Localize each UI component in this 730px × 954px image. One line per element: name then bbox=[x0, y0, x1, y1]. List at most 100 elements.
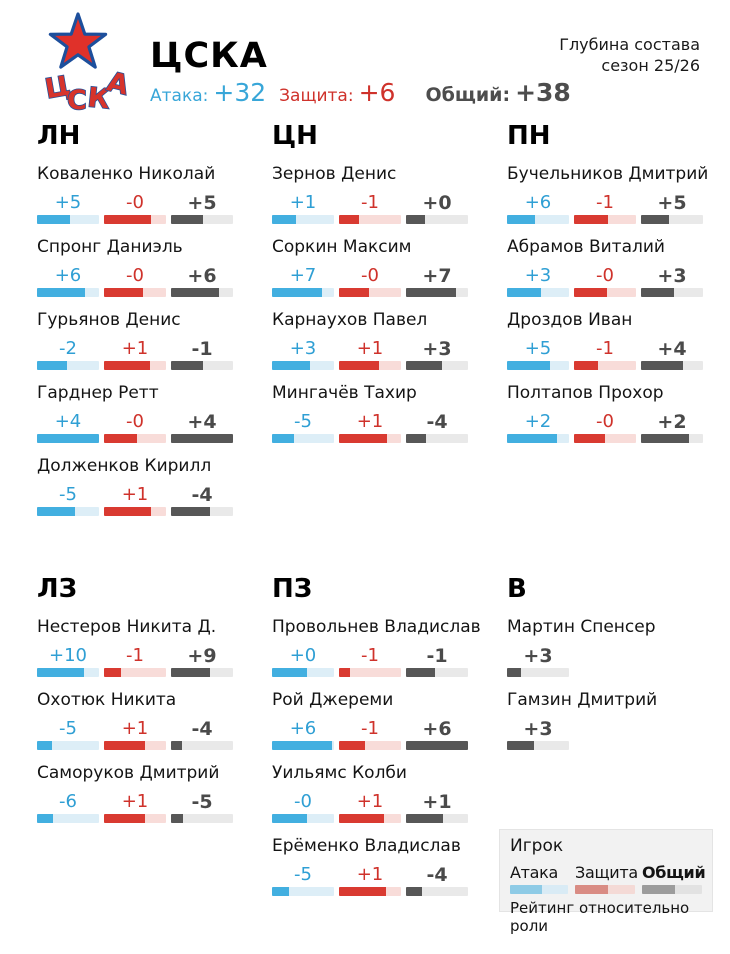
rating-bar bbox=[507, 361, 569, 370]
player-name: Мартин Спенсер bbox=[507, 617, 656, 637]
player-card: Гарднер Ретт +4 -0 +4 bbox=[37, 383, 272, 443]
player-name: Бучельников Дмитрий bbox=[507, 164, 709, 184]
player-ratings: +6 -1 +5 bbox=[507, 191, 730, 224]
player-name: Коваленко Николай bbox=[37, 164, 216, 184]
rating-value: +2 bbox=[524, 411, 552, 432]
rating-bar bbox=[104, 434, 166, 443]
rating-bar bbox=[104, 507, 166, 516]
rating-value: +4 bbox=[54, 411, 82, 432]
rating-value: -1 bbox=[596, 338, 614, 359]
rating-bar bbox=[37, 215, 99, 224]
player-ratings: -0 +1 +1 bbox=[272, 790, 507, 823]
player-name: Гарднер Ретт bbox=[37, 383, 159, 403]
rating-defense: -0 bbox=[104, 264, 166, 297]
player-name: Мингачёв Тахир bbox=[272, 383, 417, 403]
rating-attack: +6 bbox=[507, 191, 569, 224]
position-header: ЛН bbox=[37, 121, 81, 151]
player-ratings: -2 +1 -1 bbox=[37, 337, 272, 370]
rating-bar-fill bbox=[171, 814, 184, 823]
rating-bar bbox=[37, 288, 99, 297]
rating-defense: +1 bbox=[339, 790, 401, 823]
rating-value: +1 bbox=[121, 484, 149, 505]
rating-bar-fill bbox=[104, 361, 150, 370]
rating-value: -5 bbox=[294, 864, 312, 885]
rating-value: +6 bbox=[289, 718, 317, 739]
player-ratings: -5 +1 -4 bbox=[272, 863, 507, 896]
rating-bar-fill bbox=[37, 814, 54, 823]
rating-value: +6 bbox=[187, 265, 217, 287]
player-name: Дроздов Иван bbox=[507, 310, 633, 330]
rating-value: +1 bbox=[422, 791, 452, 813]
rating-defense: +1 bbox=[339, 410, 401, 443]
rating-overall: +9 bbox=[171, 644, 233, 677]
position-column-ПЗ: ПЗ Провольнев Владислав +0 -1 -1 Рой Джереми +… bbox=[272, 573, 507, 909]
legend-attack: Атака bbox=[510, 864, 568, 894]
player-name: Гурьянов Денис bbox=[37, 310, 181, 330]
rating-bar bbox=[37, 814, 99, 823]
svg-text:А: А bbox=[104, 66, 132, 101]
rating-bar bbox=[37, 741, 99, 750]
rating-value: +3 bbox=[657, 265, 687, 287]
player-ratings: +3 bbox=[507, 644, 730, 677]
rating-attack: +3 bbox=[272, 337, 334, 370]
rating-bar-fill bbox=[574, 434, 605, 443]
player-card: Нестеров Никита Д. +10 -1 +9 bbox=[37, 617, 272, 677]
rating-value: +0 bbox=[289, 645, 317, 666]
rating-attack: -5 bbox=[37, 483, 99, 516]
position-column-ПН: ПН Бучельников Дмитрий +6 -1 +5 Абрамов Витал… bbox=[507, 120, 730, 456]
rating-attack: +2 bbox=[507, 410, 569, 443]
rating-bar-fill bbox=[339, 361, 380, 370]
rating-value: +7 bbox=[422, 265, 452, 287]
rating-bar bbox=[507, 288, 569, 297]
player-name: Провольнев Владислав bbox=[272, 617, 481, 637]
report-subtitle: Глубина состава сезон 25/26 bbox=[559, 34, 700, 76]
rating-bar-fill bbox=[104, 215, 152, 224]
rating-bar-fill bbox=[339, 887, 386, 896]
rating-attack: +6 bbox=[272, 717, 334, 750]
rating-bar bbox=[171, 434, 233, 443]
rating-bar-fill bbox=[339, 434, 388, 443]
rating-overall: -4 bbox=[406, 410, 468, 443]
rating-overall: +6 bbox=[171, 264, 233, 297]
rating-bar bbox=[37, 434, 99, 443]
rating-value: -0 bbox=[126, 265, 144, 286]
rating-value: +7 bbox=[289, 265, 317, 286]
rating-bar-fill bbox=[507, 434, 557, 443]
rating-value: +1 bbox=[289, 192, 317, 213]
player-ratings: -6 +1 -5 bbox=[37, 790, 272, 823]
overall-total-label: Общий: bbox=[425, 84, 511, 106]
player-ratings: -5 +1 -4 bbox=[37, 483, 272, 516]
player-ratings: +3 -0 +3 bbox=[507, 264, 730, 297]
rating-bar bbox=[272, 668, 334, 677]
rating-bar bbox=[406, 668, 468, 677]
rating-bar-fill bbox=[37, 434, 99, 443]
rating-bar-fill bbox=[507, 741, 535, 750]
rating-bar bbox=[339, 814, 401, 823]
team-stats: Атака: +32 Защита: +6 Общий: +38 bbox=[150, 78, 571, 107]
rating-value: +3 bbox=[422, 338, 452, 360]
rating-bar-fill bbox=[37, 668, 84, 677]
star-icon bbox=[48, 12, 108, 69]
rating-value: +4 bbox=[187, 411, 217, 433]
rating-value: +1 bbox=[121, 338, 149, 359]
player-card: Карнаухов Павел +3 +1 +3 bbox=[272, 310, 507, 370]
rating-bar bbox=[272, 814, 334, 823]
rating-bar-fill bbox=[272, 741, 333, 750]
rating-defense: -0 bbox=[339, 264, 401, 297]
rating-bar bbox=[507, 215, 569, 224]
rating-value: -0 bbox=[294, 791, 312, 812]
rating-value: +9 bbox=[187, 645, 217, 667]
rating-overall: -4 bbox=[406, 863, 468, 896]
rating-value: +1 bbox=[121, 791, 149, 812]
rating-overall: +0 bbox=[406, 191, 468, 224]
rating-bar-fill bbox=[104, 814, 145, 823]
player-ratings: +1 -1 +0 bbox=[272, 191, 507, 224]
rating-bar bbox=[406, 288, 468, 297]
rating-bar bbox=[406, 741, 468, 750]
rating-value: -1 bbox=[126, 645, 144, 666]
legend-overall-bar bbox=[642, 885, 702, 894]
player-ratings: +5 -1 +4 bbox=[507, 337, 730, 370]
legend: Игрок Атака Защита Общий Рейтинг относит… bbox=[499, 829, 713, 935]
rating-bar bbox=[272, 215, 334, 224]
rating-defense: +1 bbox=[339, 863, 401, 896]
